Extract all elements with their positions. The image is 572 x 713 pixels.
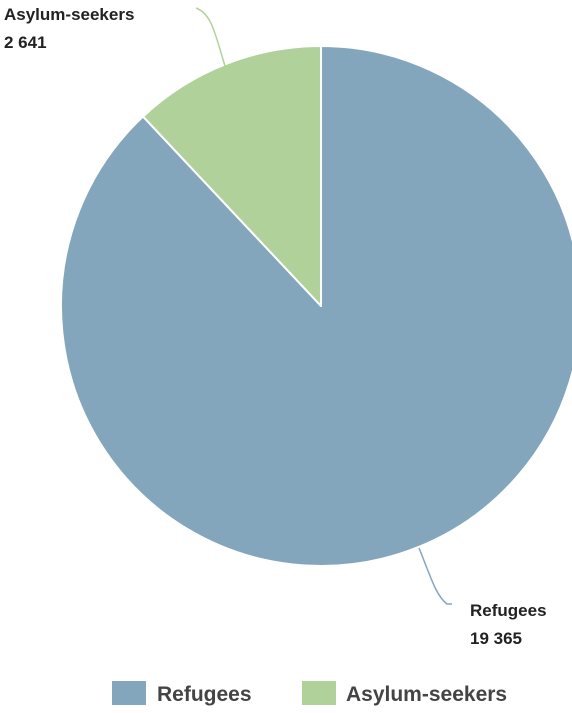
leader-line-refugees — [418, 547, 452, 605]
leader-line-asylum-seekers — [195, 7, 226, 67]
legend-swatch-refugees — [112, 681, 146, 705]
legend-swatch-asylum-seekers — [302, 681, 336, 705]
slice-label-refugees: Refugees — [470, 601, 547, 620]
pie-slice-refugees — [60, 45, 572, 567]
slice-value-asylum-seekers: 2 641 — [4, 33, 47, 52]
pie-slice-asylum-seekers — [142, 45, 322, 307]
legend-label-refugees: Refugees — [157, 683, 252, 706]
legend: Refugees Asylum-seekers — [112, 681, 507, 706]
slice-value-refugees: 19 365 — [470, 629, 522, 648]
pie-slices — [60, 45, 572, 567]
leader-lines — [195, 7, 452, 605]
legend-label-asylum-seekers: Asylum-seekers — [346, 683, 507, 706]
slice-label-asylum-seekers: Asylum-seekers — [4, 5, 134, 24]
